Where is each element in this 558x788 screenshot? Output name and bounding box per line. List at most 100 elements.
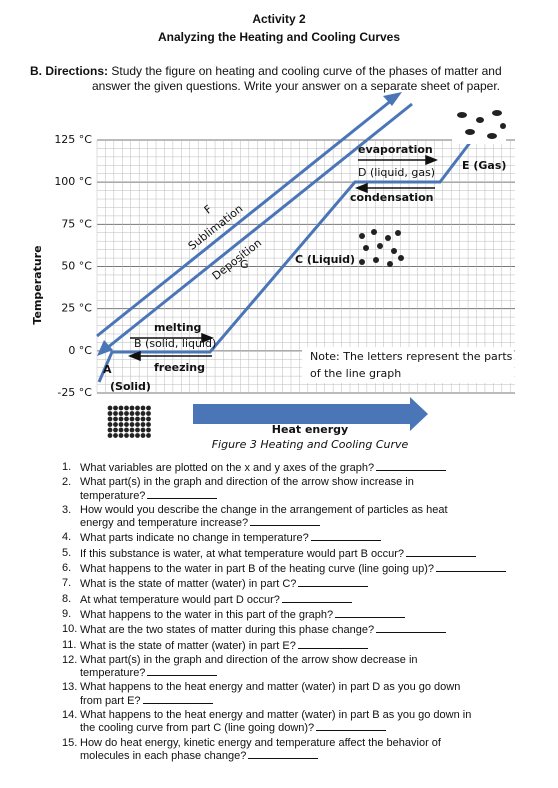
answer-blank	[147, 489, 218, 499]
directions-line: Study the figure on heating and cooling …	[111, 64, 502, 78]
dot	[135, 422, 140, 427]
label: F	[202, 203, 215, 217]
dot	[107, 433, 113, 438]
question: 15. How do heat energy, kinetic energy an…	[62, 737, 542, 763]
solid-dots	[107, 405, 151, 438]
caption: Figure 3 Heating and Cooling Curve	[212, 438, 409, 451]
question-number: 12.	[62, 653, 78, 666]
question-line: What are the two states of matter during…	[80, 623, 447, 636]
question: 10. What are the two states of matter dur…	[62, 623, 542, 636]
question-number: 7.	[62, 577, 72, 590]
question-number: 6.	[62, 562, 72, 575]
label: freezing	[154, 361, 205, 374]
question-number: 11.	[62, 638, 77, 651]
question-line-text: How would you describe the change in the…	[80, 503, 448, 516]
dot	[129, 427, 135, 433]
question-line-text: What part(s) in the graph and direction …	[80, 476, 414, 489]
question-line: molecules in each phase change?	[80, 749, 441, 762]
dot	[113, 427, 118, 433]
question-line: temperature?	[80, 666, 418, 679]
phase-arrows	[127, 154, 439, 362]
question-line-text: from part E?	[80, 694, 141, 707]
dot	[140, 416, 146, 422]
activity: Activity 2	[252, 12, 306, 26]
label: G	[240, 258, 249, 271]
y-tick-label: -25 °C	[57, 386, 92, 399]
question: 6. What happens to the water in part B of…	[62, 562, 542, 575]
question-text: If this substance is water, at what temp…	[80, 547, 477, 560]
y-tick-label: 0 °C	[68, 344, 92, 357]
note-box	[302, 347, 514, 383]
dot	[113, 422, 118, 427]
dot	[140, 433, 146, 438]
dot	[146, 422, 151, 427]
label: E (Gas)	[462, 159, 506, 172]
dot	[135, 427, 140, 433]
answer-blank	[376, 623, 447, 634]
question-number: 2.	[62, 476, 72, 489]
question-text: What part(s) in the graph and direction …	[80, 476, 414, 502]
question-line: What is the state of matter (water) in p…	[80, 639, 368, 652]
dot	[113, 416, 118, 422]
dot	[124, 411, 129, 416]
question-number: 5.	[62, 546, 72, 559]
directions: B. Directions: Study the figure on heati…	[30, 64, 502, 78]
question-number: 3.	[62, 503, 72, 516]
answer-blank	[250, 516, 321, 527]
question-number: 15.	[62, 736, 78, 749]
x-axis-label: Heat energy	[272, 423, 348, 436]
question: 11. What is the state of matter (water) i…	[62, 639, 542, 652]
question: 9. What happens to the water in this part…	[62, 608, 542, 621]
dot	[107, 416, 113, 422]
questions: 1. What variables are plotted on the x an…	[62, 461, 542, 764]
question-line: What happens to the heat energy and matt…	[80, 681, 460, 693]
question-line-text: What is the state of matter (water) in p…	[80, 578, 297, 591]
note: of the line graph	[310, 367, 401, 380]
question-line-text: What part(s) in the graph and direction …	[80, 653, 418, 666]
label: evaporation	[358, 143, 433, 156]
deposition-line	[106, 102, 413, 350]
answer-blank	[335, 608, 406, 618]
title: Analyzing the Heating and Cooling Curves	[157, 30, 401, 44]
dot	[146, 411, 151, 416]
question-line: How would you describe the change in the…	[80, 504, 448, 516]
dot	[135, 433, 140, 438]
answer-blank	[316, 721, 387, 732]
dot	[124, 416, 129, 422]
answer-blank	[376, 461, 447, 471]
y-ticks: 125 °C 100 °C 75 °C 50 °C 25 °C 0 °C -25 °C	[54, 133, 92, 399]
answer-blank	[147, 666, 218, 677]
answer-blank	[281, 593, 352, 603]
question-line: If this substance is water, at what temp…	[80, 547, 477, 560]
question-line-text: At what temperature would part D occur?	[80, 593, 280, 606]
question-number: 4.	[62, 531, 72, 544]
question-line-text: What happens to the heat energy and matt…	[80, 681, 461, 694]
question-line-text: What is the state of matter (water) in p…	[80, 639, 296, 652]
dot	[129, 405, 135, 411]
question-text: How would you describe the change in the…	[80, 504, 448, 530]
question: 7. What is the state of matter (water) in…	[62, 577, 542, 590]
liquid-dots	[359, 229, 404, 267]
gas-dots	[457, 110, 506, 139]
directions-line: answer the given questions. Write your a…	[92, 79, 501, 93]
dot	[135, 411, 140, 416]
dot	[118, 427, 124, 433]
label: A	[103, 363, 112, 376]
question-text: What happens to the heat energy and matt…	[80, 681, 460, 707]
dot	[118, 433, 124, 438]
dot	[113, 411, 118, 416]
question: 8. At what temperature would part D occur…	[62, 593, 542, 606]
question-line: How do heat energy, kinetic energy and t…	[80, 737, 441, 749]
dot	[118, 416, 124, 422]
y-tick-label: 25 °C	[61, 302, 92, 315]
answer-blank	[297, 639, 368, 649]
figure: Temperature 125 °C 100 °C 75 °C 50 °C 25 °C 0…	[31, 92, 515, 451]
sublimation-line	[96, 98, 393, 338]
question-line: What part(s) in the graph and direction …	[80, 654, 418, 666]
question-line: What variables are plotted on the x and …	[80, 461, 447, 474]
dot	[118, 422, 124, 427]
dot	[140, 411, 146, 416]
dot	[146, 416, 151, 422]
question-line: temperature?	[80, 489, 414, 502]
